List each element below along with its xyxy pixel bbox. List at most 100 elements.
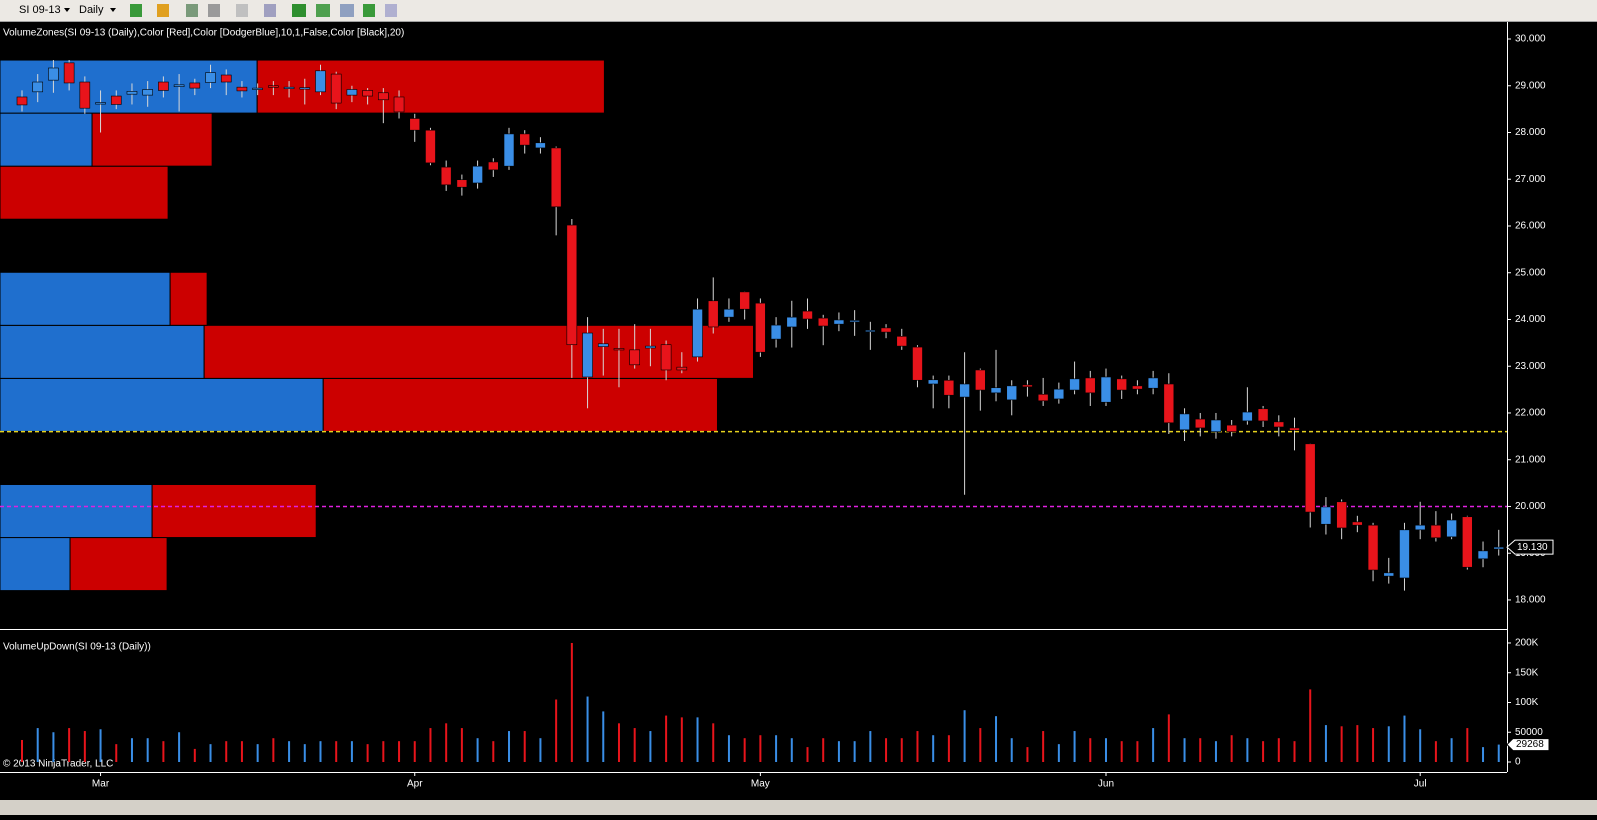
zoom-in-button[interactable] — [186, 4, 198, 17]
volume-bar — [1120, 741, 1123, 763]
candle-body — [1006, 385, 1018, 401]
candle-body — [236, 86, 248, 92]
strategies-button[interactable] — [340, 4, 354, 17]
candle-body — [487, 161, 499, 171]
symbol-selector[interactable]: SI 09-13 — [19, 4, 61, 16]
dropdown-arrow[interactable] — [110, 8, 116, 12]
candle-body — [1226, 424, 1237, 432]
candle-body — [1257, 408, 1269, 422]
candle-body — [582, 332, 593, 378]
candle-body — [1163, 383, 1175, 424]
data-series-button[interactable] — [292, 4, 306, 17]
volume-bar — [303, 744, 306, 763]
volume-bar — [99, 729, 102, 763]
y-tick-label: 150K — [1515, 667, 1539, 678]
y-tick-label: 100K — [1515, 697, 1539, 708]
volume-bar — [570, 642, 573, 763]
volume-bar — [1262, 741, 1265, 763]
candle-body — [1147, 377, 1159, 389]
candle-body — [676, 366, 688, 371]
candle-body — [299, 87, 311, 90]
candle-body — [1304, 443, 1316, 513]
volume-bar — [1497, 744, 1500, 763]
candle-body — [1273, 421, 1285, 428]
volume-bar — [649, 731, 652, 763]
crosshair-button[interactable] — [264, 4, 276, 17]
last-volume-tag — [1506, 738, 1550, 752]
candle-body — [393, 96, 405, 113]
volume-bar — [1010, 738, 1013, 763]
volume-bar — [335, 741, 338, 763]
y-tick-label: 26.000 — [1515, 221, 1546, 232]
copyright: © 2013 NinjaTrader, LLC — [3, 759, 113, 770]
status-strip — [0, 800, 1597, 815]
candle-body — [1352, 521, 1363, 526]
volume-bar — [146, 738, 149, 763]
candle-body — [173, 84, 185, 87]
candle-body — [975, 369, 986, 391]
y-tick-label: 20.000 — [1515, 501, 1546, 512]
candle-body — [63, 62, 75, 84]
zone-up-volume — [0, 377, 324, 432]
volume-bar — [1199, 738, 1202, 763]
volume-bar — [429, 728, 432, 763]
volume-bar — [288, 741, 291, 763]
volume-bar — [1356, 725, 1359, 763]
y-tick-label: 50000 — [1515, 727, 1543, 738]
candle-body — [770, 324, 782, 340]
y-tick-label: 23.000 — [1515, 361, 1546, 372]
volume-bar — [1309, 689, 1312, 763]
volume-bar — [1277, 738, 1280, 763]
volume-bar — [1246, 738, 1249, 763]
volume-bar — [272, 738, 275, 763]
candle-body — [1100, 376, 1112, 403]
volume-bar — [1403, 715, 1406, 763]
dropdown-arrow[interactable] — [64, 8, 70, 12]
candle-body — [1399, 529, 1410, 579]
candle-body — [817, 317, 829, 327]
candle-body — [707, 300, 719, 328]
candle-body — [1210, 419, 1222, 432]
volume-bar — [1466, 728, 1469, 763]
interval-selector[interactable]: Daily — [79, 4, 104, 16]
volume-bar — [602, 711, 605, 763]
volume-bar — [712, 723, 715, 763]
volume-bar — [1152, 728, 1155, 763]
volume-bar — [319, 741, 322, 763]
candle-body — [1367, 524, 1379, 571]
volume-bar — [995, 716, 998, 763]
volume-bar — [916, 731, 919, 763]
cursor-button[interactable] — [236, 4, 248, 17]
candle-body — [1430, 524, 1442, 539]
volume-bar — [696, 717, 699, 763]
candle-body — [425, 129, 436, 164]
candle-body — [346, 89, 358, 96]
volume-bar — [775, 735, 778, 763]
volume-bar — [413, 741, 416, 763]
order-button[interactable] — [363, 4, 375, 17]
volume-bar — [1387, 726, 1390, 763]
y-tick-label: 200K — [1515, 638, 1539, 649]
volume-bar — [1340, 726, 1343, 763]
volume-bar — [445, 723, 448, 763]
bar-type-button[interactable] — [130, 4, 142, 17]
drawing-tool-button[interactable] — [157, 4, 169, 17]
volume-bar — [1434, 741, 1437, 763]
volume-bar — [1450, 738, 1453, 763]
zone-down-volume — [91, 112, 213, 167]
zoom-out-button[interactable] — [208, 4, 220, 17]
candle-body — [660, 344, 672, 371]
properties-button[interactable] — [385, 4, 397, 17]
candle-body — [739, 291, 750, 310]
candle-body — [189, 82, 201, 89]
candle-body — [865, 329, 876, 333]
candle-body — [912, 346, 923, 381]
y-tick-label: 28.000 — [1515, 127, 1546, 138]
candle-body — [943, 379, 955, 396]
zone-up-volume — [0, 537, 71, 592]
indicator-label: VolumeZones(SI 09-13 (Daily),Color [Red]… — [3, 28, 404, 39]
candle-body — [409, 118, 421, 131]
indicators-button[interactable] — [316, 4, 330, 17]
last-price-tag — [1506, 539, 1554, 555]
